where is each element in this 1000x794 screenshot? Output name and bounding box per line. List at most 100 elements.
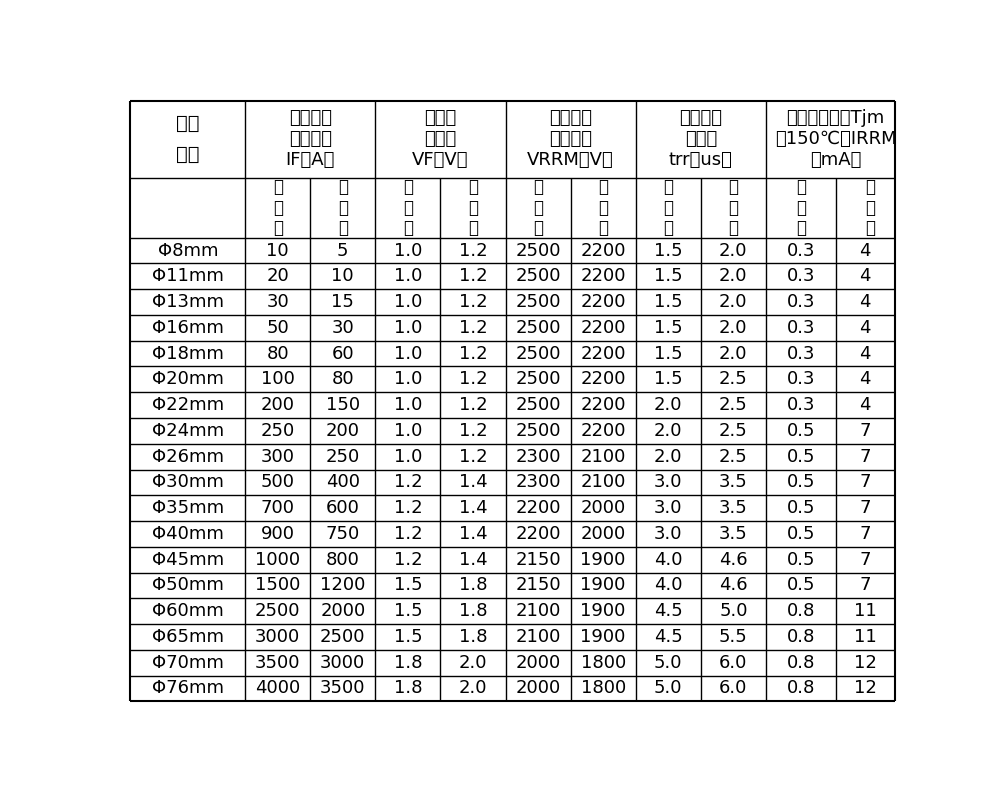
Text: 1.2: 1.2 [459, 345, 487, 363]
Text: Φ30mm: Φ30mm [152, 473, 224, 491]
Text: Φ20mm: Φ20mm [152, 370, 224, 388]
Text: 1.2: 1.2 [459, 370, 487, 388]
Text: 10: 10 [331, 268, 354, 285]
Text: 1.8: 1.8 [459, 602, 487, 620]
Text: Φ26mm: Φ26mm [152, 448, 224, 465]
Text: 2200: 2200 [580, 422, 626, 440]
Text: 1.4: 1.4 [459, 499, 487, 517]
Text: 3.0: 3.0 [654, 473, 683, 491]
Text: 4000: 4000 [255, 680, 300, 697]
Text: 2100: 2100 [580, 448, 626, 465]
Text: 最高反向
峰值电压
VRRM（V）: 最高反向 峰值电压 VRRM（V） [527, 110, 614, 169]
Text: 1.5: 1.5 [654, 268, 683, 285]
Text: 1.8: 1.8 [394, 680, 422, 697]
Text: 2000: 2000 [515, 653, 561, 672]
Text: 3.5: 3.5 [719, 473, 748, 491]
Text: 2500: 2500 [515, 293, 561, 311]
Text: 2.0: 2.0 [654, 448, 683, 465]
Text: 2.0: 2.0 [654, 422, 683, 440]
Text: 1900: 1900 [580, 602, 626, 620]
Text: 5.0: 5.0 [719, 602, 748, 620]
Text: 7: 7 [859, 525, 871, 543]
Text: 2.0: 2.0 [719, 345, 748, 363]
Text: 直径: 直径 [176, 145, 200, 164]
Text: Φ76mm: Φ76mm [152, 680, 224, 697]
Text: 0.8: 0.8 [787, 653, 815, 672]
Text: 2.0: 2.0 [719, 268, 748, 285]
Text: 2.0: 2.0 [719, 319, 748, 337]
Text: Φ60mm: Φ60mm [152, 602, 224, 620]
Text: 1.4: 1.4 [459, 550, 487, 569]
Text: 1.4: 1.4 [459, 473, 487, 491]
Text: 800: 800 [326, 550, 360, 569]
Text: 1900: 1900 [580, 576, 626, 595]
Text: 2500: 2500 [515, 268, 561, 285]
Text: 30: 30 [266, 293, 289, 311]
Text: 2500: 2500 [515, 345, 561, 363]
Text: 1.8: 1.8 [394, 653, 422, 672]
Text: 5.0: 5.0 [654, 680, 683, 697]
Text: 旧
工
艺: 旧 工 艺 [468, 178, 478, 237]
Text: 0.8: 0.8 [787, 680, 815, 697]
Text: 1.0: 1.0 [394, 448, 422, 465]
Text: 2200: 2200 [580, 293, 626, 311]
Text: 1.2: 1.2 [459, 396, 487, 414]
Text: 30: 30 [331, 319, 354, 337]
Text: 4: 4 [859, 396, 871, 414]
Text: 2500: 2500 [255, 602, 300, 620]
Text: 3.0: 3.0 [654, 525, 683, 543]
Text: 旧
工
艺: 旧 工 艺 [598, 178, 608, 237]
Text: 3.5: 3.5 [719, 525, 748, 543]
Text: 0.3: 0.3 [787, 293, 815, 311]
Text: 2.0: 2.0 [459, 680, 487, 697]
Text: 2200: 2200 [580, 345, 626, 363]
Text: 2500: 2500 [515, 370, 561, 388]
Text: 7: 7 [859, 550, 871, 569]
Text: 旧
工
艺: 旧 工 艺 [866, 178, 876, 237]
Text: Φ40mm: Φ40mm [152, 525, 224, 543]
Text: 2150: 2150 [515, 576, 561, 595]
Text: 2.5: 2.5 [719, 448, 748, 465]
Text: 11: 11 [854, 602, 876, 620]
Text: 4.6: 4.6 [719, 550, 748, 569]
Text: 2100: 2100 [515, 628, 561, 646]
Text: 0.3: 0.3 [787, 396, 815, 414]
Text: 1.2: 1.2 [459, 241, 487, 260]
Text: 7: 7 [859, 576, 871, 595]
Text: 1900: 1900 [580, 628, 626, 646]
Text: 1.5: 1.5 [394, 576, 422, 595]
Text: 1.2: 1.2 [394, 550, 422, 569]
Text: Φ18mm: Φ18mm [152, 345, 224, 363]
Text: 1800: 1800 [581, 653, 626, 672]
Text: 900: 900 [261, 525, 295, 543]
Text: 4: 4 [859, 241, 871, 260]
Text: 2.5: 2.5 [719, 370, 748, 388]
Text: 0.8: 0.8 [787, 628, 815, 646]
Text: 3500: 3500 [255, 653, 300, 672]
Text: 4.0: 4.0 [654, 550, 683, 569]
Text: 芯片: 芯片 [176, 114, 200, 133]
Text: Φ11mm: Φ11mm [152, 268, 224, 285]
Text: 400: 400 [326, 473, 360, 491]
Text: 1000: 1000 [255, 550, 300, 569]
Text: 新
工
艺: 新 工 艺 [533, 178, 543, 237]
Text: 1.5: 1.5 [394, 602, 422, 620]
Text: 7: 7 [859, 499, 871, 517]
Text: 5: 5 [337, 241, 349, 260]
Text: 2500: 2500 [515, 319, 561, 337]
Text: 60: 60 [331, 345, 354, 363]
Text: Φ16mm: Φ16mm [152, 319, 224, 337]
Text: 2.0: 2.0 [654, 396, 683, 414]
Text: Φ70mm: Φ70mm [152, 653, 224, 672]
Text: 1.5: 1.5 [654, 345, 683, 363]
Text: 6.0: 6.0 [719, 680, 748, 697]
Text: 1.2: 1.2 [459, 422, 487, 440]
Text: Φ65mm: Φ65mm [152, 628, 224, 646]
Text: 旧
工
艺: 旧 工 艺 [338, 178, 348, 237]
Text: 0.3: 0.3 [787, 319, 815, 337]
Text: 12: 12 [854, 653, 877, 672]
Text: 11: 11 [854, 628, 876, 646]
Text: 300: 300 [261, 448, 295, 465]
Text: 5.5: 5.5 [719, 628, 748, 646]
Text: 7: 7 [859, 473, 871, 491]
